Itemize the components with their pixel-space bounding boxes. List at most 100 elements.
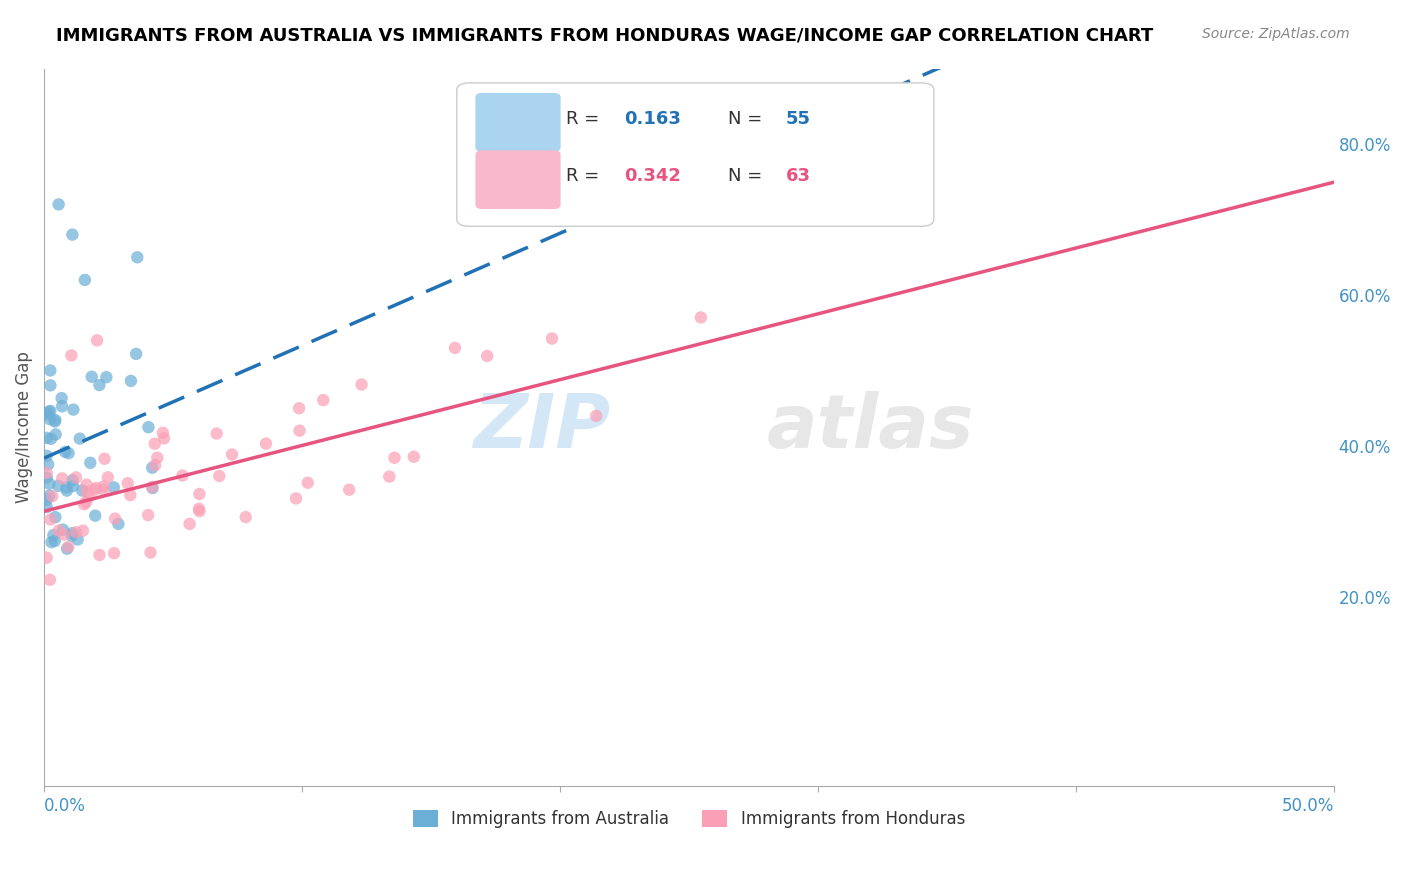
Immigrants from Australia <box>127 250 149 264</box>
Immigrants from Honduras <box>35 550 58 565</box>
Immigrants from Honduras <box>39 512 62 526</box>
Immigrants from Australia <box>55 481 77 495</box>
Immigrants from Honduras <box>235 510 257 524</box>
Immigrants from Honduras <box>541 332 564 346</box>
Immigrants from Honduras <box>58 540 80 554</box>
Immigrants from Australia <box>51 391 73 405</box>
Immigrants from Honduras <box>188 487 211 501</box>
Immigrants from Australia <box>120 374 142 388</box>
Immigrants from Australia <box>80 369 103 384</box>
FancyBboxPatch shape <box>457 83 934 227</box>
Immigrants from Australia <box>84 508 107 523</box>
Immigrants from Australia <box>35 470 58 484</box>
Immigrants from Australia <box>37 458 59 472</box>
Immigrants from Honduras <box>153 431 176 445</box>
Immigrants from Honduras <box>65 470 87 484</box>
Text: R =: R = <box>567 110 606 128</box>
Immigrants from Honduras <box>93 451 115 466</box>
Immigrants from Australia <box>125 347 148 361</box>
Text: 0.163: 0.163 <box>624 110 682 128</box>
Immigrants from Honduras <box>76 477 98 491</box>
Immigrants from Australia <box>56 541 79 556</box>
Immigrants from Honduras <box>73 497 96 511</box>
Immigrants from Australia <box>62 402 84 417</box>
Text: 55: 55 <box>786 110 811 128</box>
Immigrants from Australia <box>58 446 80 460</box>
Text: 0.0%: 0.0% <box>44 797 86 815</box>
Immigrants from Australia <box>44 510 66 524</box>
Immigrants from Honduras <box>350 377 373 392</box>
Immigrants from Australia <box>53 445 76 459</box>
Immigrants from Honduras <box>35 466 58 480</box>
Immigrants from Australia <box>62 473 84 487</box>
Immigrants from Australia <box>70 483 93 498</box>
Immigrants from Australia <box>46 479 69 493</box>
Immigrants from Australia <box>79 456 101 470</box>
Immigrants from Honduras <box>39 573 62 587</box>
Immigrants from Australia <box>37 408 59 422</box>
Text: 63: 63 <box>786 167 811 186</box>
Immigrants from Australia <box>35 500 58 514</box>
Immigrants from Australia <box>141 460 163 475</box>
Immigrants from Australia <box>89 378 111 392</box>
Immigrants from Australia <box>45 427 67 442</box>
Immigrants from Honduras <box>86 334 108 348</box>
Immigrants from Australia <box>138 420 160 434</box>
Immigrants from Australia <box>107 516 129 531</box>
Immigrants from Australia <box>38 412 60 426</box>
Immigrants from Australia <box>38 476 60 491</box>
Text: N =: N = <box>727 167 768 186</box>
FancyBboxPatch shape <box>477 151 560 209</box>
Immigrants from Honduras <box>84 481 107 495</box>
Immigrants from Honduras <box>104 511 127 525</box>
Immigrants from Australia <box>60 526 83 541</box>
Text: IMMIGRANTS FROM AUSTRALIA VS IMMIGRANTS FROM HONDURAS WAGE/INCOME GAP CORRELATIO: IMMIGRANTS FROM AUSTRALIA VS IMMIGRANTS … <box>56 27 1153 45</box>
Immigrants from Australia <box>35 492 58 507</box>
Text: ZIP: ZIP <box>474 391 612 464</box>
Immigrants from Honduras <box>187 501 209 516</box>
Immigrants from Australia <box>56 483 79 498</box>
Immigrants from Honduras <box>179 516 201 531</box>
Immigrants from Honduras <box>97 470 120 484</box>
Immigrants from Australia <box>60 227 83 242</box>
Immigrants from Honduras <box>136 508 159 522</box>
Immigrants from Australia <box>41 535 63 549</box>
Immigrants from Honduras <box>312 393 335 408</box>
Immigrants from Australia <box>38 489 60 503</box>
Immigrants from Honduras <box>60 348 83 362</box>
Immigrants from Honduras <box>65 525 87 540</box>
Immigrants from Honduras <box>120 488 142 502</box>
Immigrants from Honduras <box>585 409 607 423</box>
Immigrants from Honduras <box>444 341 467 355</box>
Immigrants from Australia <box>44 413 66 427</box>
Immigrants from Honduras <box>41 489 63 503</box>
Immigrants from Honduras <box>72 524 94 538</box>
Immigrants from Australia <box>39 363 62 377</box>
Immigrants from Honduras <box>139 545 162 559</box>
Immigrants from Australia <box>44 414 66 428</box>
Immigrants from Honduras <box>91 479 114 493</box>
Immigrants from Honduras <box>103 546 125 560</box>
Immigrants from Australia <box>52 523 75 537</box>
Immigrants from Honduras <box>117 476 139 491</box>
Immigrants from Australia <box>69 432 91 446</box>
Immigrants from Australia <box>103 480 125 494</box>
Immigrants from Honduras <box>188 504 211 518</box>
Immigrants from Honduras <box>288 401 311 416</box>
Immigrants from Honduras <box>152 425 174 440</box>
Immigrants from Honduras <box>288 424 311 438</box>
Immigrants from Honduras <box>254 436 277 450</box>
Immigrants from Honduras <box>337 483 360 497</box>
Immigrants from Honduras <box>378 469 401 483</box>
Immigrants from Honduras <box>83 483 105 497</box>
Text: 50.0%: 50.0% <box>1281 797 1334 815</box>
Immigrants from Honduras <box>146 450 169 465</box>
Immigrants from Honduras <box>89 548 111 562</box>
Text: N =: N = <box>727 110 768 128</box>
Immigrants from Honduras <box>77 490 100 504</box>
Immigrants from Honduras <box>689 310 711 325</box>
Text: atlas: atlas <box>766 391 974 464</box>
Legend: Immigrants from Australia, Immigrants from Honduras: Immigrants from Australia, Immigrants fr… <box>406 804 972 835</box>
Immigrants from Honduras <box>143 458 166 473</box>
Immigrants from Australia <box>35 449 58 463</box>
